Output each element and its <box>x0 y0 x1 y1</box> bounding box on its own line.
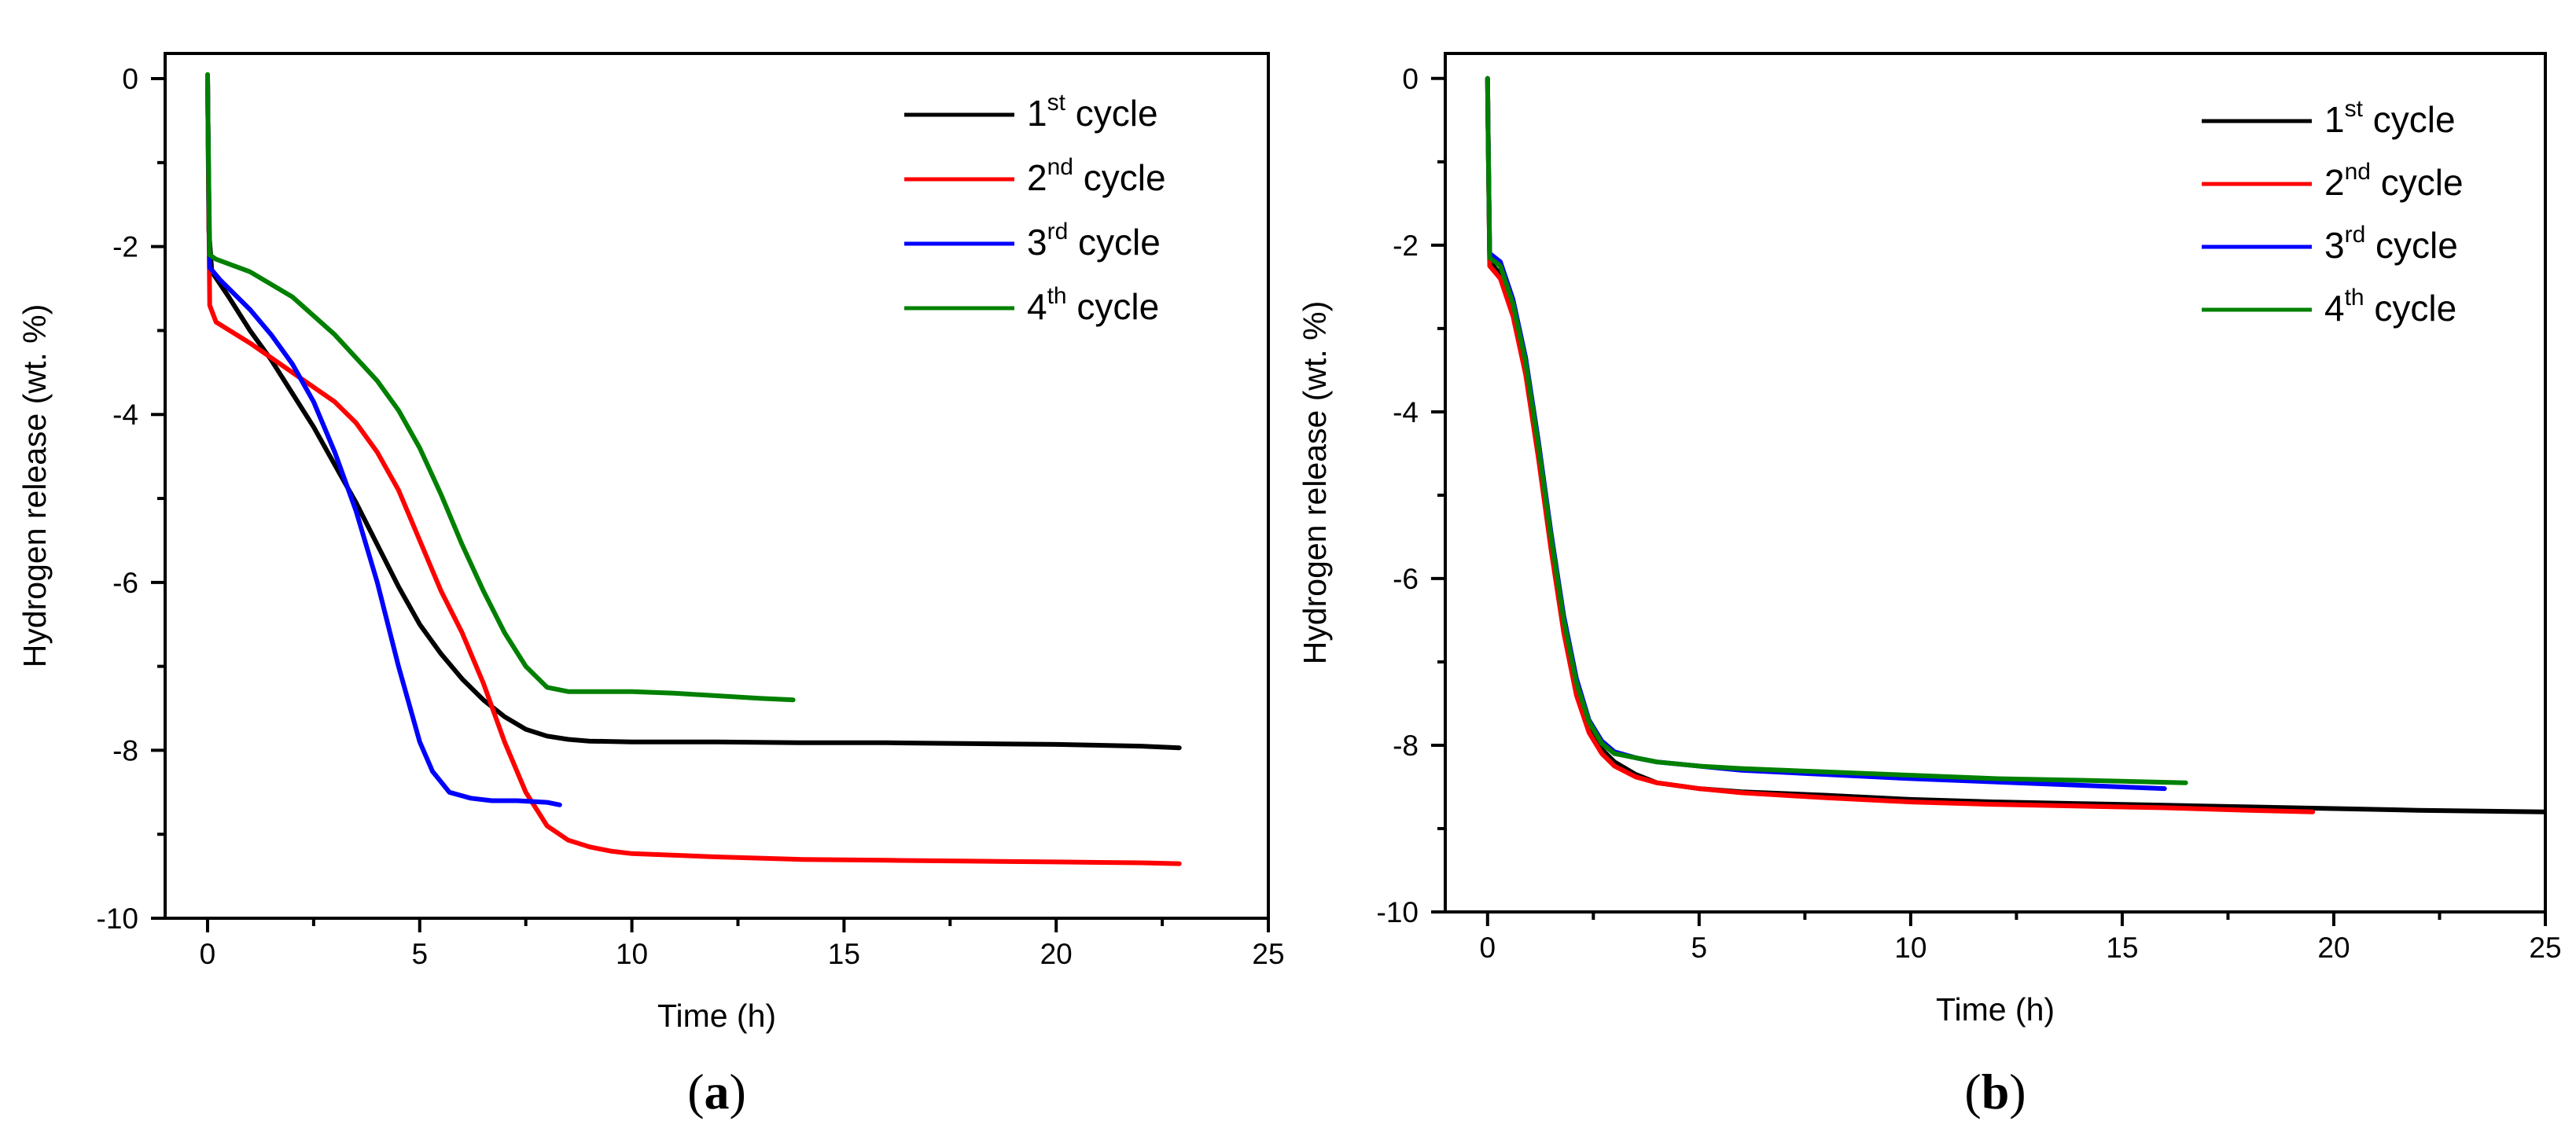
x-tick-label: 15 <box>828 938 860 970</box>
legend-entry-2: 2nd cycle <box>2324 159 2464 203</box>
y-tick-label: -4 <box>1393 396 1419 428</box>
legend-rest: cycle <box>1068 222 1161 263</box>
series-line-2 <box>205 76 1182 866</box>
plot-frame <box>164 52 1270 920</box>
legend-ordinal: 4 <box>2324 288 2345 329</box>
x-tick-label: 0 <box>200 938 216 970</box>
x-tick-label: 10 <box>1894 932 1926 964</box>
x-tick-label: 5 <box>1691 932 1708 964</box>
legend-ordinal: 2 <box>1027 157 1047 198</box>
series-group <box>205 72 1182 866</box>
x-tick-label: 15 <box>2106 932 2138 964</box>
y-tick-label: -10 <box>1377 896 1419 928</box>
legend-suffix: rd <box>2345 222 2366 248</box>
x-tick-label: 0 <box>1480 932 1496 964</box>
series-line-3 <box>205 76 562 807</box>
legend-ordinal: 3 <box>2324 225 2345 266</box>
legend-entry-1: 1st cycle <box>1027 90 1158 134</box>
x-tick-label: 10 <box>616 938 648 970</box>
legend-suffix: nd <box>2345 159 2371 185</box>
series-line-3 <box>1485 75 2167 792</box>
x-tick-label: 25 <box>2529 932 2561 964</box>
panel-label-letter: b <box>1982 1064 2010 1119</box>
panel-label-open: ( <box>1964 1064 1981 1119</box>
y-tick-label: -8 <box>112 734 138 767</box>
legend-rest: cycle <box>1067 286 1160 327</box>
legend-entry-1: 1st cycle <box>2324 96 2456 140</box>
legend-suffix: th <box>2345 285 2364 311</box>
legend-rest: cycle <box>2364 288 2457 329</box>
x-axis-title: Time (h) <box>657 998 776 1034</box>
y-axis-title: Hydrogen release (wt. %) <box>17 304 53 668</box>
legend-entry-4: 4th cycle <box>2324 285 2456 329</box>
legend-ordinal: 3 <box>1027 222 1047 263</box>
y-tick-label: 0 <box>1402 63 1419 95</box>
panel-a: 0 5 10 15 20 25 0 -2 -4 -6 -8 -10 Time (h) Hydrogen r… <box>17 52 1285 1119</box>
legend-suffix: rd <box>1047 219 1069 244</box>
panel-label: (b) <box>1964 1064 2026 1119</box>
legend-entry-3: 3rd cycle <box>2324 222 2458 266</box>
y-tick-label: -4 <box>112 399 138 431</box>
y-tick-label: -8 <box>1393 730 1419 762</box>
legend-suffix: th <box>1047 283 1067 309</box>
y-tick-label: -2 <box>1393 230 1419 262</box>
legend-entry-2: 2nd cycle <box>1027 154 1166 198</box>
x-tick-label: 20 <box>1040 938 1073 970</box>
panel-label-open: ( <box>687 1064 704 1119</box>
series-line-2 <box>1485 75 2316 814</box>
y-tick-label: -6 <box>112 567 138 599</box>
x-axis-title: Time (h) <box>1936 991 2055 1028</box>
panel-label-close: ) <box>730 1064 746 1119</box>
x-tick-label: 25 <box>1252 938 1284 970</box>
legend-entry-3: 3rd cycle <box>1027 219 1161 263</box>
y-tick-label: 0 <box>122 63 138 95</box>
legend-suffix: nd <box>1047 154 1073 180</box>
y-tick-label: -10 <box>97 903 138 935</box>
legend-suffix: st <box>1047 90 1066 116</box>
x-tick-label: 20 <box>2317 932 2350 964</box>
legend-ordinal: 1 <box>1027 93 1047 134</box>
y-tick-label: -2 <box>112 231 138 263</box>
legend-rest: cycle <box>2371 162 2464 203</box>
series-line-4 <box>205 72 796 703</box>
legend-suffix: st <box>2345 96 2364 122</box>
panel-label: (a) <box>687 1064 746 1119</box>
series-line-4 <box>1485 75 2188 785</box>
legend-rest: cycle <box>1065 93 1158 134</box>
legend-ordinal: 2 <box>2324 162 2345 203</box>
series-group <box>1485 75 2545 814</box>
panel-b: 0 5 10 15 20 25 0 -2 -4 -6 -8 -10 Time (h) Hydrogen r… <box>1297 52 2562 1119</box>
panel-label-close: ) <box>2009 1064 2026 1119</box>
panel-label-letter: a <box>705 1064 730 1119</box>
legend-entry-4: 4th cycle <box>1027 283 1159 327</box>
legend-rest: cycle <box>2363 99 2456 140</box>
legend-rest: cycle <box>1073 157 1166 198</box>
legend-ordinal: 1 <box>2324 99 2345 140</box>
legend-rest: cycle <box>2365 225 2458 266</box>
y-axis-title: Hydrogen release (wt. %) <box>1297 301 1333 665</box>
y-tick-label: -6 <box>1393 563 1419 595</box>
x-tick-label: 5 <box>411 938 428 970</box>
series-line-1 <box>205 76 1182 751</box>
plot-frame <box>1444 52 2547 914</box>
legend-ordinal: 4 <box>1027 286 1047 327</box>
